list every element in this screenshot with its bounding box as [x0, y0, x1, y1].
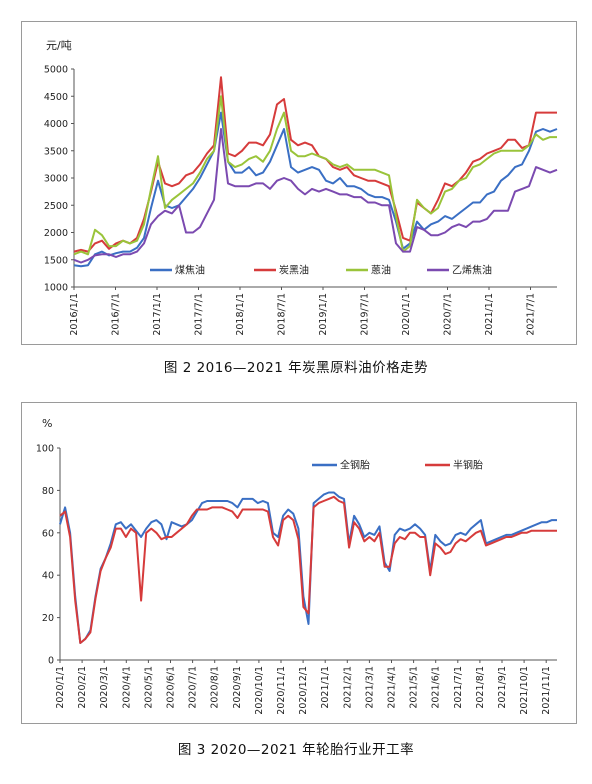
operating-rate-line-chart: % 0 20 40 60 80 100 2020/1/1 2020/2/1 2020/3/1 202… [36, 417, 557, 715]
operating-rate-chart-panel: % 0 20 40 60 80 100 2020/1/1 2020/2/1 2020/3/1 202… [21, 402, 577, 724]
rate-y-tick-label: 60 [42, 528, 54, 539]
rate-y-tick-label: 100 [36, 444, 54, 455]
price-legend-label: 炭黑油 [279, 264, 309, 277]
price-x-tick-label: 2021/7/1 [526, 293, 537, 336]
rate-series-line-1 [59, 491, 557, 644]
rate-legend-label: 全钢胎 [340, 459, 370, 472]
price-x-tick-label: 2018/7/1 [277, 293, 288, 336]
rate-x-tick-label: 2020/7/1 [188, 666, 199, 709]
rate-x-tick-label: 2020/5/1 [143, 666, 154, 709]
price-series-line-1 [73, 111, 558, 268]
price-y-tick-label: 1000 [44, 283, 68, 294]
price-y-tick-label: 1500 [44, 255, 68, 266]
price-y-tick-label: 5000 [44, 65, 68, 76]
price-line-chart: 元/吨 1000 1500 2000 2500 3000 3500 4000 4500 5000 2… [44, 39, 558, 336]
rate-x-tick-label: 2020/2/1 [77, 666, 88, 709]
rate-x-tick-label: 2020/9/1 [232, 666, 243, 709]
rate-x-tick-label: 2021/5/1 [409, 666, 420, 709]
rate-x-tick-label: 2021/10/1 [519, 666, 530, 715]
price-legend-label: 乙烯焦油 [452, 264, 492, 277]
rate-unit-label: % [42, 417, 52, 430]
rate-x-tick-label: 2021/3/1 [364, 666, 375, 709]
rate-x-tick-label: 2020/11/1 [276, 666, 287, 715]
price-x-tick-label: 2021/1/1 [484, 293, 495, 336]
rate-x-tick-label: 2020/10/1 [254, 666, 265, 715]
rate-x-tick-label: 2021/4/1 [387, 666, 398, 709]
price-legend-label: 蒽油 [371, 264, 391, 277]
price-x-tick-label: 2017/7/1 [194, 293, 205, 336]
rate-x-tick-label: 2021/11/1 [541, 666, 552, 715]
figure-3-caption: 图 3 2020—2021 年轮胎行业开工率 [177, 742, 415, 758]
price-legend-label: 煤焦油 [175, 264, 205, 277]
rate-x-tick-label: 2021/1/1 [320, 666, 331, 709]
rate-x-tick-label: 2020/6/1 [166, 666, 177, 709]
rate-x-tick-label: 2020/4/1 [121, 666, 132, 709]
rate-x-tick-label: 2021/7/1 [453, 666, 464, 709]
price-unit-label: 元/吨 [46, 39, 72, 52]
price-x-tick-label: 2018/1/1 [235, 293, 246, 336]
rate-y-tick-label: 20 [42, 613, 54, 624]
price-x-tick-label: 2020/1/1 [401, 293, 412, 336]
rate-y-tick-label: 80 [42, 486, 54, 497]
rate-series-line-2 [59, 495, 557, 644]
price-y-tick-label: 4000 [44, 119, 68, 130]
rate-x-tick-label: 2021/8/1 [475, 666, 486, 709]
rate-x-tick-label: 2020/12/1 [298, 666, 309, 715]
rate-x-tick-label: 2021/9/1 [497, 666, 508, 709]
rate-y-tick-label: 0 [48, 656, 54, 667]
rate-x-tick-label: 2020/3/1 [99, 666, 110, 709]
price-x-tick-label: 2020/7/1 [443, 293, 454, 336]
price-series-line-4 [73, 128, 558, 264]
rate-x-tick-label: 2021/6/1 [431, 666, 442, 709]
rate-y-tick-label: 40 [42, 571, 54, 582]
rate-legend-label: 半钢胎 [453, 459, 483, 472]
price-y-tick-label: 2000 [44, 228, 68, 239]
price-x-tick-label: 2017/1/1 [152, 293, 163, 336]
price-chart-panel: 元/吨 1000 1500 2000 2500 3000 3500 4000 4500 5000 2… [21, 21, 577, 345]
price-series-line-3 [73, 95, 557, 256]
price-y-tick-label: 3500 [44, 146, 68, 157]
price-x-tick-label: 2016/7/1 [111, 293, 122, 336]
price-x-tick-label: 2019/7/1 [360, 293, 371, 336]
price-y-tick-label: 3000 [44, 174, 68, 185]
rate-x-tick-label: 2020/8/1 [210, 666, 221, 709]
price-x-tick-label: 2016/1/1 [69, 293, 80, 336]
rate-x-tick-label: 2020/1/1 [55, 666, 66, 709]
price-y-tick-label: 4500 [44, 92, 68, 103]
price-x-tick-label: 2019/1/1 [318, 293, 329, 336]
rate-x-tick-label: 2021/2/1 [342, 666, 353, 709]
figure-2-caption: 图 2 2016—2021 年炭黑原料油价格走势 [163, 360, 429, 376]
price-y-tick-label: 2500 [44, 201, 68, 212]
